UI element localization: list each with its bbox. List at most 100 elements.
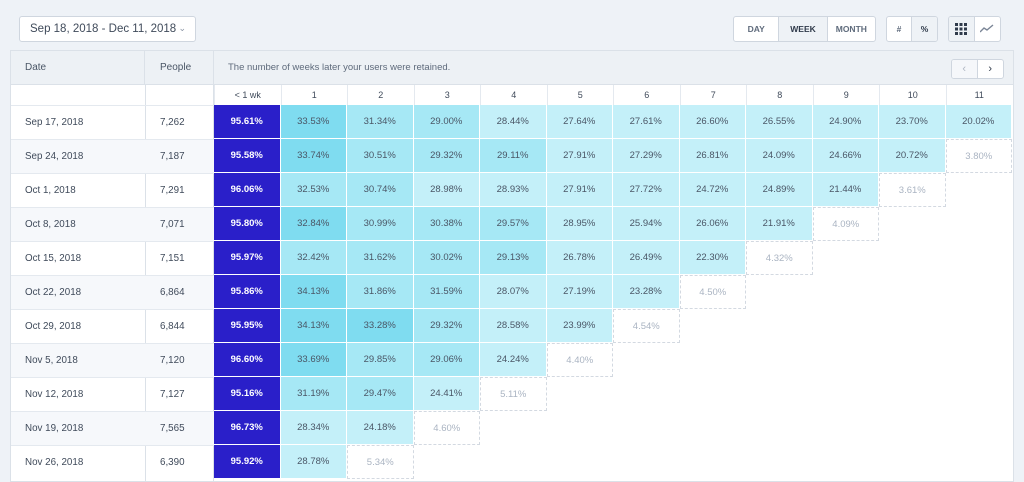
retention-cell-first[interactable]: 95.95%: [214, 309, 281, 343]
retention-cell[interactable]: 28.34%: [280, 411, 347, 445]
table-row[interactable]: Oct 8, 2018 7,071: [11, 207, 214, 241]
count-button[interactable]: #: [887, 17, 913, 41]
retention-cell[interactable]: 30.51%: [347, 139, 414, 173]
retention-cell[interactable]: 31.59%: [413, 275, 480, 309]
retention-cell-incomplete[interactable]: 3.61%: [879, 173, 946, 207]
retention-cell[interactable]: 24.89%: [746, 173, 813, 207]
retention-cell[interactable]: 28.98%: [413, 173, 480, 207]
retention-cell[interactable]: 27.91%: [546, 173, 613, 207]
retention-cell[interactable]: 24.24%: [480, 343, 547, 377]
retention-cell[interactable]: 32.42%: [280, 241, 347, 275]
retention-cell[interactable]: 24.66%: [812, 139, 879, 173]
retention-cell[interactable]: 29.47%: [347, 377, 414, 411]
retention-cell-incomplete[interactable]: 4.32%: [746, 241, 813, 275]
retention-cell[interactable]: 26.81%: [679, 139, 746, 173]
retention-cell-first[interactable]: 95.92%: [214, 445, 281, 479]
retention-cell[interactable]: 22.30%: [679, 241, 746, 275]
retention-cell[interactable]: 23.28%: [613, 275, 680, 309]
table-row[interactable]: Sep 24, 2018 7,187: [11, 139, 214, 173]
retention-cell[interactable]: 24.72%: [679, 173, 746, 207]
retention-cell-first[interactable]: 95.97%: [214, 241, 281, 275]
retention-cell[interactable]: 20.02%: [945, 105, 1012, 139]
retention-cell[interactable]: 27.72%: [613, 173, 680, 207]
retention-cell[interactable]: 27.61%: [613, 105, 680, 139]
retention-cell-first[interactable]: 96.60%: [214, 343, 281, 377]
period-week-button[interactable]: WEEK: [779, 17, 828, 41]
retention-cell[interactable]: 27.64%: [546, 105, 613, 139]
retention-cell[interactable]: 34.13%: [280, 275, 347, 309]
period-month-button[interactable]: MONTH: [835, 24, 867, 34]
retention-cell[interactable]: 30.02%: [413, 241, 480, 275]
retention-cell-first[interactable]: 96.06%: [214, 173, 281, 207]
retention-cell-first[interactable]: 95.80%: [214, 207, 281, 241]
retention-cell[interactable]: 29.13%: [480, 241, 547, 275]
retention-cell[interactable]: 29.00%: [413, 105, 480, 139]
retention-cell[interactable]: 31.19%: [280, 377, 347, 411]
retention-cell[interactable]: 24.41%: [413, 377, 480, 411]
retention-cell-incomplete[interactable]: 5.11%: [480, 377, 547, 411]
table-row[interactable]: Oct 29, 2018 6,844: [11, 309, 214, 343]
retention-cell[interactable]: 28.44%: [480, 105, 547, 139]
retention-cell[interactable]: 29.57%: [480, 207, 547, 241]
retention-cell[interactable]: 34.13%: [280, 309, 347, 343]
retention-cell[interactable]: 26.06%: [679, 207, 746, 241]
next-page-button[interactable]: ›: [978, 60, 1003, 78]
period-day-button[interactable]: DAY: [734, 17, 780, 41]
retention-cell[interactable]: 28.93%: [480, 173, 547, 207]
retention-cell[interactable]: 33.28%: [347, 309, 414, 343]
retention-cell[interactable]: 29.85%: [347, 343, 414, 377]
grid-view-button[interactable]: [949, 17, 975, 41]
retention-cell[interactable]: 29.32%: [413, 309, 480, 343]
retention-cell[interactable]: 21.44%: [812, 173, 879, 207]
retention-cell[interactable]: 21.91%: [746, 207, 813, 241]
prev-page-button[interactable]: ‹: [952, 60, 978, 78]
retention-cell[interactable]: 32.53%: [280, 173, 347, 207]
retention-cell[interactable]: 26.55%: [746, 105, 813, 139]
retention-cell[interactable]: 30.74%: [347, 173, 414, 207]
retention-cell[interactable]: 27.19%: [546, 275, 613, 309]
retention-cell[interactable]: 23.99%: [546, 309, 613, 343]
retention-cell[interactable]: 27.91%: [546, 139, 613, 173]
retention-cell-incomplete[interactable]: 4.40%: [546, 343, 613, 377]
table-row[interactable]: Oct 15, 2018 7,151: [11, 241, 214, 275]
retention-cell-first[interactable]: 95.61%: [214, 105, 281, 139]
retention-cell[interactable]: 33.53%: [280, 105, 347, 139]
table-row[interactable]: Nov 12, 2018 7,127: [11, 377, 214, 411]
retention-cell[interactable]: 28.95%: [546, 207, 613, 241]
retention-cell[interactable]: 33.74%: [280, 139, 347, 173]
retention-cell[interactable]: 26.49%: [613, 241, 680, 275]
table-row[interactable]: Nov 19, 2018 7,565: [11, 411, 214, 445]
retention-cell-incomplete[interactable]: 4.60%: [413, 411, 480, 445]
retention-cell-incomplete[interactable]: 4.54%: [613, 309, 680, 343]
table-row[interactable]: Sep 17, 2018 7,262: [11, 105, 214, 139]
retention-cell[interactable]: 29.32%: [413, 139, 480, 173]
retention-cell[interactable]: 24.90%: [812, 105, 879, 139]
retention-cell-first[interactable]: 95.16%: [214, 377, 281, 411]
retention-cell-incomplete[interactable]: 5.34%: [347, 445, 414, 479]
retention-cell[interactable]: 23.70%: [879, 105, 946, 139]
retention-cell-first[interactable]: 95.86%: [214, 275, 281, 309]
retention-cell[interactable]: 28.58%: [480, 309, 547, 343]
table-row[interactable]: Oct 1, 2018 7,291: [11, 173, 214, 207]
retention-cell[interactable]: 31.62%: [347, 241, 414, 275]
retention-cell[interactable]: 27.29%: [613, 139, 680, 173]
retention-cell[interactable]: 28.78%: [280, 445, 347, 479]
retention-cell[interactable]: 31.34%: [347, 105, 414, 139]
table-row[interactable]: Oct 22, 2018 6,864: [11, 275, 214, 309]
retention-cell-first[interactable]: 95.58%: [214, 139, 281, 173]
retention-cell[interactable]: 24.09%: [746, 139, 813, 173]
retention-cell-first[interactable]: 96.73%: [214, 411, 281, 445]
retention-cell[interactable]: 26.78%: [546, 241, 613, 275]
retention-cell[interactable]: 26.60%: [679, 105, 746, 139]
retention-cell[interactable]: 28.07%: [480, 275, 547, 309]
retention-cell-incomplete[interactable]: 3.80%: [945, 139, 1012, 173]
retention-cell[interactable]: 29.11%: [480, 139, 547, 173]
retention-cell[interactable]: 32.84%: [280, 207, 347, 241]
retention-cell-incomplete[interactable]: 4.50%: [679, 275, 746, 309]
retention-cell-incomplete[interactable]: 4.09%: [812, 207, 879, 241]
date-range-picker[interactable]: Sep 18, 2018 - Dec 11, 2018 ⌄: [19, 16, 196, 42]
retention-cell[interactable]: 24.18%: [347, 411, 414, 445]
table-row[interactable]: Nov 26, 2018 6,390: [11, 445, 214, 479]
table-row[interactable]: Nov 5, 2018 7,120: [11, 343, 214, 377]
percent-button[interactable]: %: [912, 17, 937, 41]
